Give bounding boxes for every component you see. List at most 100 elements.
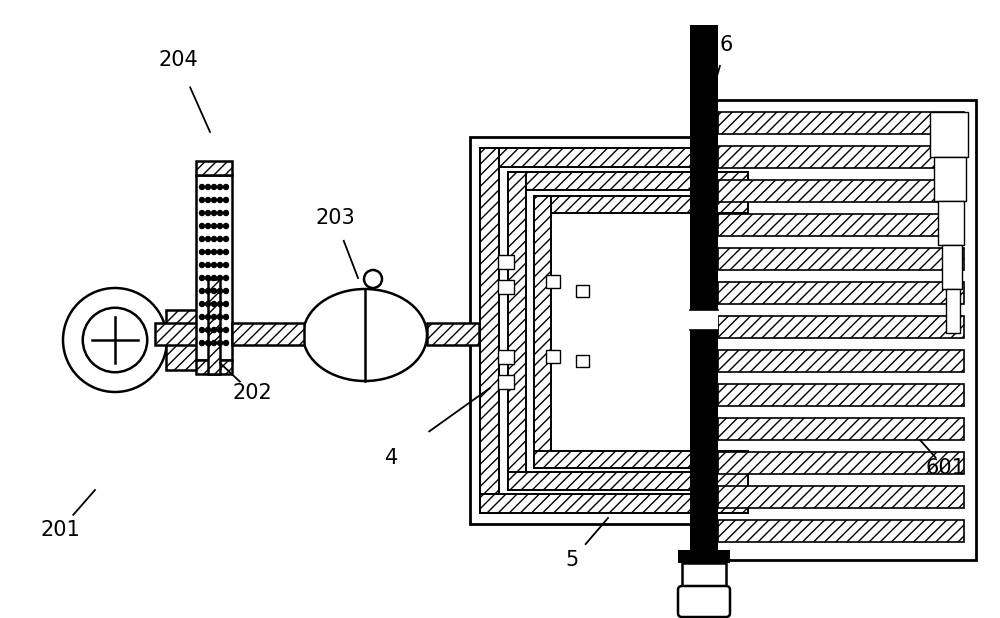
- Circle shape: [218, 263, 222, 268]
- Circle shape: [224, 315, 228, 320]
- Bar: [682, 563, 726, 590]
- Bar: [718, 214, 964, 236]
- Bar: [470, 137, 748, 524]
- Circle shape: [224, 211, 228, 216]
- Circle shape: [224, 224, 228, 229]
- Bar: [427, 323, 479, 345]
- Text: 5: 5: [565, 550, 579, 570]
- Bar: [690, 310, 718, 330]
- Circle shape: [212, 185, 216, 190]
- Bar: [946, 289, 960, 333]
- Bar: [690, 25, 718, 550]
- Circle shape: [200, 341, 205, 345]
- Circle shape: [206, 341, 210, 345]
- Circle shape: [200, 302, 205, 307]
- Bar: [196, 360, 232, 374]
- Bar: [938, 201, 964, 245]
- Bar: [498, 350, 514, 364]
- Circle shape: [200, 276, 205, 281]
- Circle shape: [200, 224, 205, 229]
- Circle shape: [224, 237, 228, 242]
- Bar: [546, 275, 560, 288]
- Circle shape: [200, 211, 205, 216]
- Circle shape: [206, 289, 210, 294]
- Circle shape: [206, 224, 210, 229]
- Circle shape: [200, 185, 205, 190]
- Circle shape: [212, 224, 216, 229]
- Bar: [718, 180, 964, 202]
- Circle shape: [218, 237, 222, 242]
- Circle shape: [206, 302, 210, 307]
- Bar: [480, 494, 748, 513]
- Circle shape: [218, 276, 222, 281]
- Circle shape: [364, 270, 382, 288]
- Circle shape: [218, 211, 222, 216]
- Bar: [718, 452, 964, 474]
- Bar: [534, 196, 551, 468]
- Circle shape: [83, 308, 147, 372]
- Circle shape: [212, 250, 216, 255]
- Text: 203: 203: [315, 208, 355, 228]
- Circle shape: [212, 237, 216, 242]
- Bar: [546, 350, 560, 363]
- Circle shape: [224, 302, 228, 307]
- Bar: [708, 100, 976, 560]
- Circle shape: [218, 341, 222, 345]
- Bar: [480, 148, 748, 167]
- Bar: [718, 384, 964, 406]
- Circle shape: [224, 198, 228, 203]
- Circle shape: [206, 315, 210, 320]
- Bar: [678, 550, 730, 563]
- Bar: [718, 486, 964, 508]
- Bar: [718, 418, 964, 440]
- Bar: [498, 255, 514, 269]
- Circle shape: [224, 289, 228, 294]
- Circle shape: [206, 250, 210, 255]
- Circle shape: [206, 276, 210, 281]
- Text: 204: 204: [158, 50, 198, 70]
- Bar: [718, 350, 964, 372]
- Circle shape: [212, 198, 216, 203]
- Bar: [576, 285, 589, 297]
- Circle shape: [200, 328, 205, 332]
- Circle shape: [218, 185, 222, 190]
- Text: 201: 201: [40, 520, 80, 540]
- Text: 4: 4: [385, 448, 399, 468]
- Circle shape: [200, 289, 205, 294]
- Circle shape: [206, 198, 210, 203]
- Circle shape: [206, 328, 210, 332]
- Text: 6: 6: [719, 35, 733, 55]
- Circle shape: [200, 237, 205, 242]
- Text: 202: 202: [232, 383, 272, 403]
- Bar: [718, 316, 964, 338]
- Bar: [718, 112, 964, 134]
- Circle shape: [224, 250, 228, 255]
- Bar: [498, 280, 514, 294]
- Bar: [508, 472, 748, 490]
- Bar: [718, 248, 964, 270]
- Circle shape: [212, 289, 216, 294]
- Circle shape: [224, 341, 228, 345]
- Circle shape: [212, 302, 216, 307]
- Circle shape: [218, 289, 222, 294]
- Circle shape: [224, 276, 228, 281]
- Circle shape: [218, 198, 222, 203]
- Circle shape: [218, 302, 222, 307]
- FancyBboxPatch shape: [678, 586, 730, 617]
- Circle shape: [63, 288, 167, 392]
- Bar: [534, 451, 748, 468]
- Bar: [576, 355, 589, 367]
- Circle shape: [218, 224, 222, 229]
- Bar: [208, 279, 220, 374]
- Bar: [718, 282, 964, 304]
- Bar: [196, 175, 232, 360]
- Circle shape: [200, 315, 205, 320]
- Bar: [934, 157, 966, 201]
- Circle shape: [206, 185, 210, 190]
- Text: 601: 601: [925, 458, 965, 478]
- Circle shape: [212, 315, 216, 320]
- Circle shape: [212, 211, 216, 216]
- Circle shape: [218, 315, 222, 320]
- Circle shape: [224, 328, 228, 332]
- Circle shape: [224, 263, 228, 268]
